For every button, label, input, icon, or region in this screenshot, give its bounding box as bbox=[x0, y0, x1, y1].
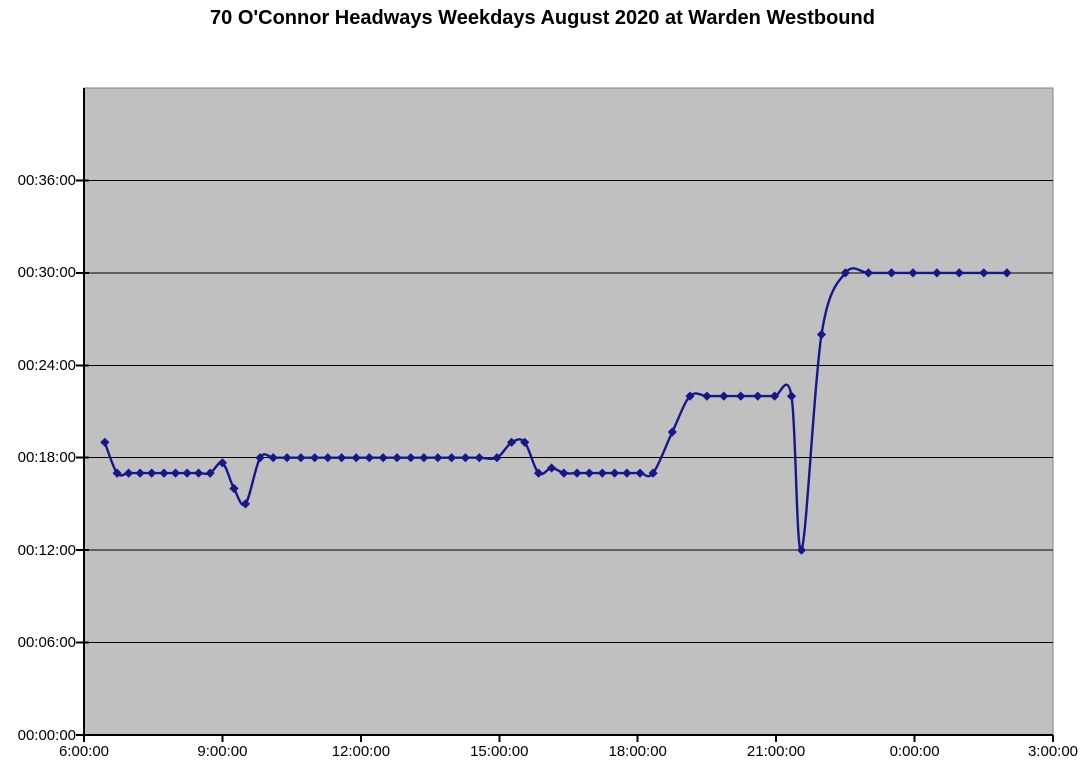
data-point-marker bbox=[268, 453, 278, 463]
y-axis-tick-label: 00:18:00 bbox=[17, 449, 76, 467]
data-point-marker bbox=[559, 468, 569, 478]
x-axis-tick-label: 15:00:00 bbox=[470, 743, 529, 760]
data-point-marker bbox=[282, 453, 292, 463]
x-axis-tick-label: 12:00:00 bbox=[331, 743, 391, 760]
data-point-marker bbox=[610, 468, 620, 478]
data-point-marker bbox=[796, 545, 807, 555]
data-point-marker bbox=[635, 468, 645, 478]
data-point-marker bbox=[159, 468, 169, 478]
data-point-marker bbox=[840, 268, 850, 278]
data-point-marker bbox=[1002, 268, 1012, 278]
chart-title: 70 O'Connor Headways Weekdays August 202… bbox=[210, 7, 875, 29]
x-axis-tick-label: 3:00:00 bbox=[1027, 743, 1079, 760]
data-point-marker bbox=[886, 268, 897, 278]
data-point-marker bbox=[460, 453, 470, 463]
data-point-marker bbox=[547, 463, 557, 473]
plot-background bbox=[83, 87, 1054, 736]
data-point-marker bbox=[378, 453, 388, 463]
data-point-marker bbox=[954, 268, 964, 278]
data-point-marker bbox=[255, 453, 265, 463]
data-point-marker bbox=[392, 453, 402, 463]
data-point-marker bbox=[667, 427, 677, 437]
data-point-marker bbox=[736, 391, 746, 401]
data-point-marker bbox=[182, 468, 192, 478]
data-point-marker bbox=[112, 468, 122, 478]
data-point-marker bbox=[979, 268, 989, 278]
data-point-marker bbox=[310, 453, 320, 463]
data-point-marker bbox=[685, 391, 695, 401]
data-point-marker bbox=[622, 468, 632, 478]
y-axis-tick-label: 00:00:00 bbox=[17, 726, 76, 744]
data-point-marker bbox=[908, 268, 918, 278]
data-point-marker bbox=[100, 437, 110, 447]
data-point-marker bbox=[702, 391, 712, 401]
x-axis-tick-label: 18:00:00 bbox=[608, 743, 667, 760]
data-point-marker bbox=[406, 453, 416, 463]
data-point-marker bbox=[296, 453, 306, 463]
x-axis-tick-label: 21:00:00 bbox=[746, 743, 806, 760]
data-point-marker bbox=[770, 391, 780, 401]
data-point-marker bbox=[433, 453, 443, 463]
x-axis-tick-label: 6:00:00 bbox=[58, 743, 110, 760]
data-point-marker bbox=[507, 437, 517, 447]
data-point-marker bbox=[194, 468, 204, 478]
data-point-marker bbox=[205, 468, 215, 478]
y-axis-tick-label: 00:24:00 bbox=[17, 356, 76, 374]
data-point-marker bbox=[584, 468, 594, 478]
data-point-marker bbox=[753, 391, 763, 401]
data-point-marker bbox=[648, 468, 658, 478]
data-point-marker bbox=[135, 468, 145, 478]
data-point-marker bbox=[364, 453, 374, 463]
data-point-marker bbox=[533, 468, 544, 478]
data-point-marker bbox=[447, 453, 457, 463]
y-axis-tick-label: 00:12:00 bbox=[17, 541, 76, 559]
data-point-marker bbox=[124, 468, 134, 478]
data-point-marker bbox=[932, 268, 942, 278]
data-point-marker bbox=[351, 453, 361, 463]
data-point-marker bbox=[597, 468, 607, 478]
data-point-marker bbox=[337, 453, 347, 463]
data-point-marker bbox=[147, 468, 157, 478]
data-point-marker bbox=[170, 468, 181, 478]
data-point-marker bbox=[863, 268, 873, 278]
data-point-marker bbox=[419, 453, 429, 463]
x-axis-tick-label: 9:00:00 bbox=[197, 743, 248, 760]
data-point-marker bbox=[323, 453, 333, 463]
data-point-marker bbox=[240, 499, 251, 509]
y-axis-tick-label: 00:30:00 bbox=[17, 264, 76, 282]
data-point-marker bbox=[572, 468, 582, 478]
data-point-marker bbox=[520, 437, 530, 447]
x-axis-tick-label: 0:00:00 bbox=[889, 743, 940, 760]
data-point-marker bbox=[217, 458, 227, 468]
data-point-marker bbox=[474, 453, 484, 463]
y-axis-tick-label: 00:06:00 bbox=[17, 634, 76, 652]
data-point-marker bbox=[492, 453, 502, 463]
data-point-marker bbox=[816, 329, 827, 340]
data-point-marker bbox=[229, 483, 239, 494]
data-point-marker bbox=[719, 391, 729, 401]
data-point-marker bbox=[786, 391, 797, 401]
y-axis-tick-label: 00:36:00 bbox=[17, 171, 76, 189]
